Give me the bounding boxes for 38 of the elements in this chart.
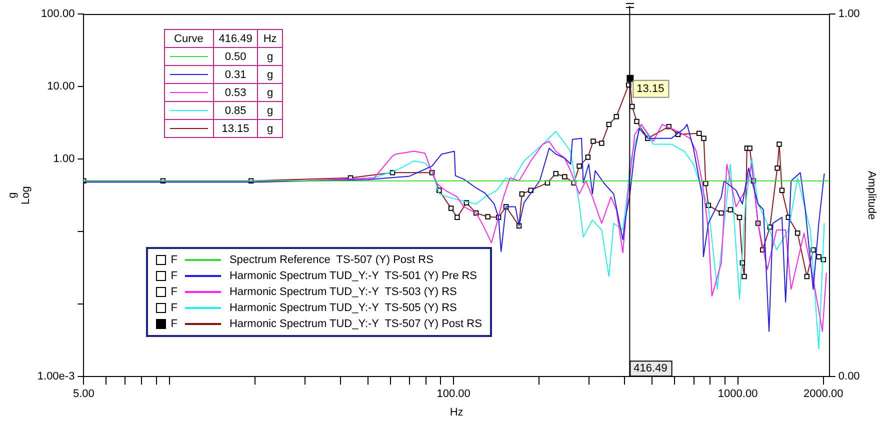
legend-label: Harmonic Spectrum TUD_Y:-Y TS-501 (Y) Pre RS: [229, 270, 478, 282]
annotation: 13.15: [213, 120, 258, 138]
x-tick-label: 1000.00: [718, 388, 758, 400]
text: F: [170, 270, 178, 282]
y2-axis-title: Amplitude: [865, 170, 878, 220]
x-axis-title: Hz: [450, 406, 464, 418]
text: g: [267, 68, 274, 80]
y2-tick-label: 1.00: [838, 8, 860, 20]
text: g: [267, 86, 274, 98]
annotation: 13.15: [636, 82, 664, 95]
annotation: 0.31: [213, 66, 258, 84]
annotation: F: [170, 254, 178, 266]
y-tick-label: 100.00: [41, 8, 75, 20]
text: g: [267, 104, 274, 116]
y2-tick-label: 0.00: [838, 370, 860, 383]
text: g: [267, 122, 274, 134]
annotation: 0.53: [213, 84, 258, 102]
annotation: Hz: [258, 30, 282, 48]
y-tick-label: 1.00: [53, 153, 75, 166]
text: F: [170, 302, 178, 314]
annotation: 0.50: [213, 48, 258, 66]
annotation: Curve: [164, 30, 214, 48]
annotation: g: [258, 48, 282, 66]
legend-label: Harmonic Spectrum TUD_Y:-Y TS-503 (Y) RS: [229, 286, 457, 298]
x-tick-label: 5.00: [72, 388, 94, 400]
y-tick-label: 1.00e-3: [37, 370, 75, 383]
annotation: 416.49: [213, 30, 258, 48]
y-tick-label: 10.00: [47, 80, 75, 93]
x-tick-label: 2000.00: [803, 388, 844, 400]
legend-label: Spectrum Reference TS-507 (Y) Post RS: [229, 254, 434, 266]
legend-label: Harmonic Spectrum TUD_Y:-Y TS-505 (Y) RS: [229, 302, 457, 314]
legend-label: Harmonic Spectrum TUD_Y:-Y TS-507 (Y) Post RS: [229, 318, 482, 330]
ref-line-label: 416.49: [634, 362, 668, 375]
text: F: [170, 286, 178, 298]
x-tick-label: 100.00: [436, 388, 470, 400]
annotation: 0.85: [213, 102, 258, 120]
text: F: [170, 318, 178, 330]
y-axis-title: g Log: [6, 186, 32, 204]
